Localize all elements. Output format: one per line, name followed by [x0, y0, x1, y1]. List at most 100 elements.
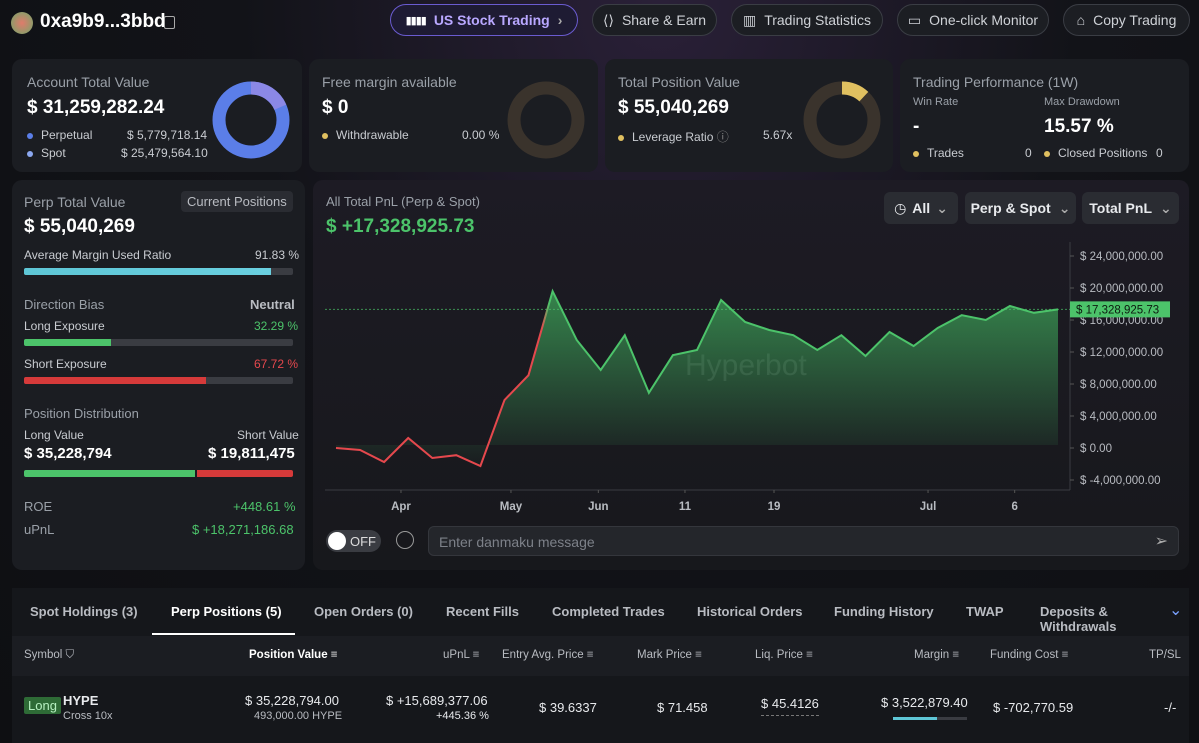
card-value: $ 31,259,282.24 — [27, 97, 165, 118]
column-header[interactable]: Liq. Price ≡ — [755, 649, 813, 661]
y-tick-label: $ 20,000,000.00 — [1080, 283, 1163, 295]
nav-label: Copy Trading — [1093, 12, 1177, 28]
table-header — [12, 636, 1189, 676]
nav-button[interactable]: ▭ One-click Monitor — [897, 4, 1049, 36]
dropdown-label: Total PnL — [1089, 200, 1152, 216]
metric-label: Average Margin Used Ratio — [24, 248, 172, 262]
tab[interactable]: Deposits & Withdrawals — [1040, 604, 1117, 634]
funding-cost: $ -702,770.59 — [993, 700, 1074, 715]
tab-button[interactable]: Current Positions — [181, 191, 293, 212]
column-header[interactable]: Margin ≡ — [914, 649, 960, 661]
toggle[interactable]: OFF — [326, 530, 381, 552]
column-label: uPnL — [443, 649, 470, 661]
legend-label: Leverage Ratio — [632, 130, 714, 144]
tab[interactable]: TWAP — [966, 604, 1004, 619]
x-tick-label: Jun — [588, 501, 608, 513]
metric-label: Long Exposure — [24, 319, 105, 333]
margin: $ 3,522,879.40 — [881, 695, 968, 710]
input-placeholder: Enter danmaku message — [439, 534, 595, 550]
y-tick-label: $ 12,000,000.00 — [1080, 347, 1163, 359]
progress-fill — [24, 268, 272, 275]
legend-label: Closed Positions — [1058, 146, 1148, 160]
nav-button[interactable]: ▥ Trading Statistics — [731, 4, 883, 36]
tab[interactable]: Completed Trades — [552, 604, 665, 619]
metric-value: $ +18,271,186.68 — [192, 522, 294, 537]
x-tick-label: 6 — [1011, 501, 1017, 513]
column-header[interactable]: uPnL ≡ — [443, 649, 480, 661]
side-badge: Long — [24, 697, 61, 714]
toggle-label: OFF — [350, 534, 376, 549]
current-badge — [1070, 301, 1170, 318]
dropdown[interactable]: Perp & Spot ⌄ — [965, 192, 1076, 224]
column-header[interactable]: Position Value ≡ — [249, 649, 338, 661]
column-header[interactable]: Funding Cost ≡ — [990, 649, 1069, 661]
column-label: Entry Avg. Price — [502, 649, 584, 661]
dropdown[interactable]: Total PnL ⌄ — [1082, 192, 1179, 224]
distribution-short — [197, 470, 293, 477]
tab[interactable]: Historical Orders — [697, 604, 803, 619]
x-tick-label: Apr — [391, 501, 411, 513]
legend-value: 0.00 % — [462, 128, 500, 142]
card-title: Account Total Value — [27, 74, 150, 90]
metric-value: +448.61 % — [233, 499, 296, 514]
settings-icon[interactable] — [396, 531, 414, 549]
column-label: Position Value — [249, 649, 328, 661]
danmaku-input[interactable]: Enter danmaku message ➢ — [428, 526, 1179, 556]
dropdown-label: Perp & Spot — [970, 200, 1051, 216]
upnl-pct: +445.36 % — [436, 710, 489, 722]
perp-panel — [12, 180, 305, 570]
tab[interactable]: Recent Fills — [446, 604, 519, 619]
x-tick-label: 11 — [679, 501, 692, 513]
tab[interactable]: Funding History — [834, 604, 934, 619]
nav-button[interactable]: ▮▮▮▮ US Stock Trading › — [390, 4, 578, 36]
legend-value: $ 25,479,564.10 — [121, 146, 208, 160]
tab[interactable]: Spot Holdings (3) — [30, 604, 138, 619]
progress-track — [24, 377, 293, 384]
current-label: $ 17,328,925.73 — [1076, 304, 1159, 316]
donut — [803, 81, 881, 159]
x-tick-label: 19 — [768, 501, 781, 513]
chart-headline: $ +17,328,925.73 — [326, 216, 475, 237]
stat-label: Win Rate — [913, 96, 959, 108]
margin-bar — [893, 717, 967, 720]
liq-price: $ 45.4126 — [761, 696, 819, 716]
column-label: Mark Price — [637, 649, 692, 661]
x-tick-label: May — [500, 501, 523, 513]
legend-label: Trades — [927, 146, 964, 160]
column-header[interactable]: Entry Avg. Price ≡ — [502, 649, 594, 661]
metric-value: 32.29 % — [254, 319, 299, 333]
panel-value: $ 55,040,269 — [24, 216, 135, 237]
column-header[interactable]: Mark Price ≡ — [637, 649, 702, 661]
tab[interactable]: Open Orders (0) — [314, 604, 413, 619]
y-tick-label: $ 4,000,000.00 — [1080, 411, 1157, 423]
distribution-track — [24, 470, 293, 477]
tabs-more[interactable]: ⌄ — [1169, 602, 1183, 619]
copy-icon[interactable] — [164, 16, 175, 29]
nav-button[interactable]: ⌂ Copy Trading — [1063, 4, 1190, 36]
legend-label: Perpetual — [41, 128, 93, 142]
metric-label: ROE — [24, 499, 53, 514]
dropdown[interactable]: ◷ All ⌄ — [884, 192, 958, 224]
address[interactable]: 0xa9b9...3bbd — [40, 11, 166, 32]
y-tick-label: $ -4,000,000.00 — [1080, 475, 1161, 487]
metric-value: $ 19,811,475 — [208, 445, 295, 462]
tab[interactable]: Perp Positions (5) — [171, 604, 282, 619]
symbol[interactable]: HYPE — [63, 693, 99, 708]
column-header[interactable]: Symbol ⛉ — [24, 649, 75, 661]
leverage: Cross 10x — [63, 710, 113, 722]
legend-label: Withdrawable — [336, 128, 409, 142]
nav-button[interactable]: ⟨⟩ Share & Earn — [592, 4, 717, 36]
y-tick-label: $ 24,000,000.00 — [1080, 251, 1163, 263]
panel-title: Perp Total Value — [24, 194, 126, 210]
metric-label: Long Value — [24, 428, 84, 442]
y-tick-label: $ 8,000,000.00 — [1080, 379, 1157, 391]
y-tick-label: $ 0.00 — [1080, 443, 1112, 455]
avatar — [11, 12, 33, 34]
legend-label: Spot — [41, 146, 66, 160]
column-label: Margin — [914, 649, 950, 661]
upnl: $ +15,689,377.06 — [386, 693, 488, 708]
legend-value: 0 — [1156, 146, 1163, 160]
nav-label: Trading Statistics — [764, 12, 872, 28]
card-value: $ 0 — [322, 97, 349, 118]
